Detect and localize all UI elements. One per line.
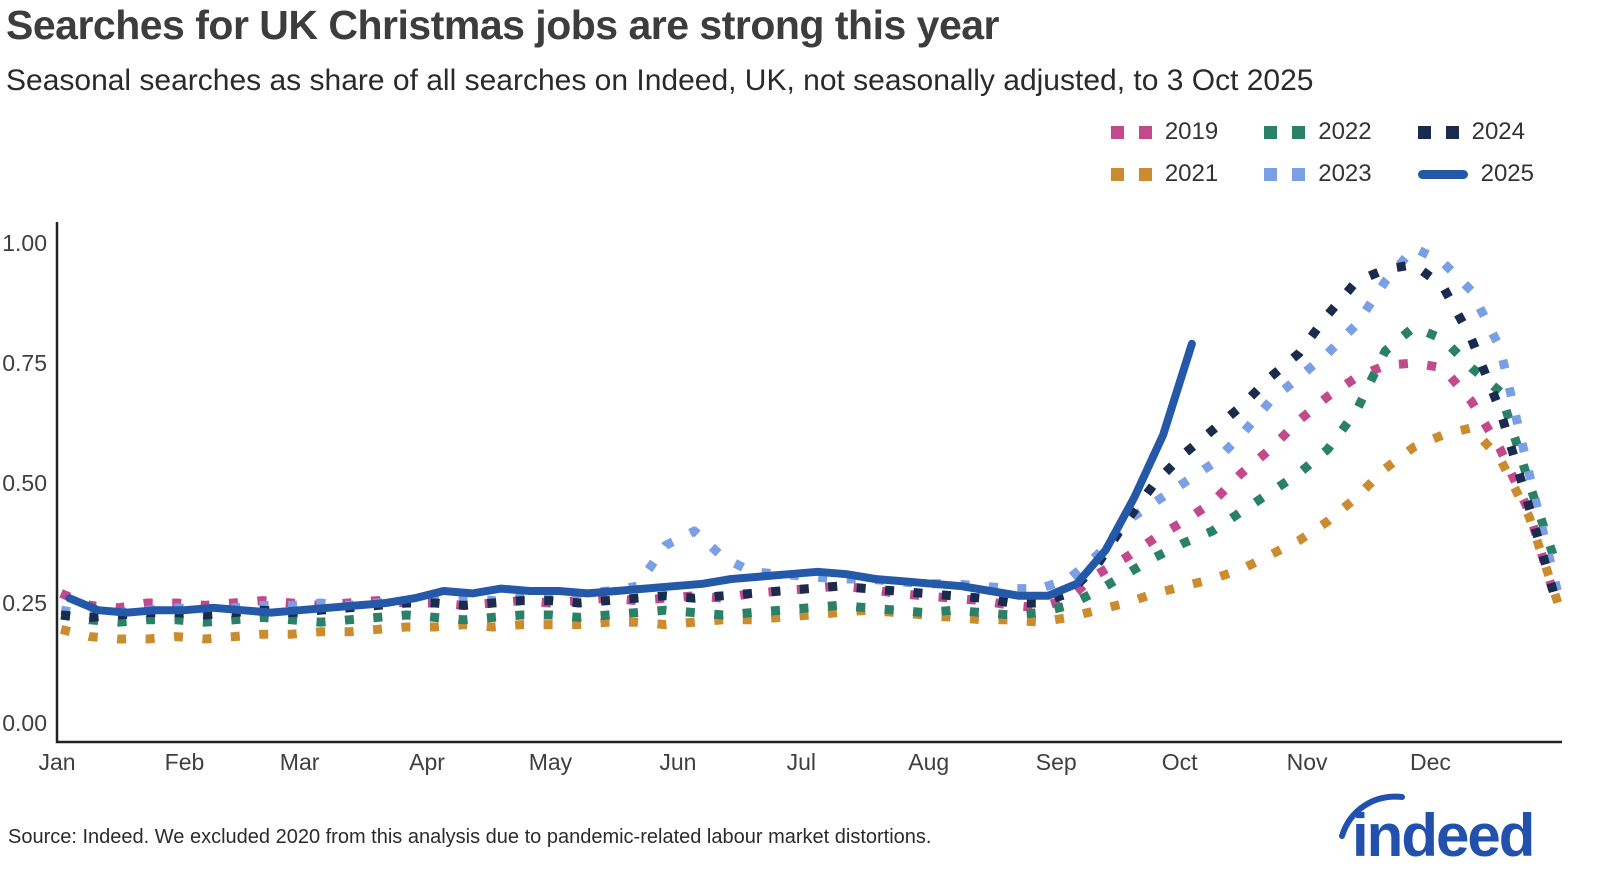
legend-key-solid-line (1417, 169, 1468, 179)
legend-dot-swatch (1264, 125, 1278, 139)
x-tick-label-Feb: Feb (165, 749, 205, 775)
legend-dot-swatch (1138, 125, 1152, 139)
y-tick-label-0.00: 0.00 (2, 710, 47, 736)
legend-key-dotted (1110, 167, 1152, 181)
y-tick-label-0.25: 0.25 (2, 590, 47, 616)
x-tick-label-Apr: Apr (409, 749, 445, 775)
x-tick-label-Nov: Nov (1287, 749, 1328, 775)
series-2022-path (60, 322, 1563, 627)
legend-dot-swatch (1110, 167, 1124, 181)
legend-label-2024: 2024 (1471, 118, 1525, 145)
x-tick-label-Mar: Mar (280, 749, 320, 775)
legend-key-dotted (1264, 167, 1306, 181)
y-tick-label-0.50: 0.50 (2, 470, 47, 496)
x-tick-label-Sep: Sep (1036, 749, 1077, 775)
y-tick-label-0.75: 0.75 (2, 350, 47, 376)
legend-key-dotted (1417, 125, 1459, 139)
indeed-logo: indeed (1328, 784, 1540, 873)
series-2023-path (60, 243, 1563, 620)
legend-label-2021: 2021 (1164, 160, 1219, 187)
legend-dot-swatch (1264, 167, 1278, 181)
legend-label-2023: 2023 (1318, 160, 1372, 187)
series-2024-path (60, 260, 1563, 622)
legend-item-2021: 2021 (1110, 160, 1219, 187)
logo-swoosh-icon (1339, 793, 1405, 839)
legend-label-2025: 2025 (1480, 160, 1534, 187)
legend-dot-swatch (1417, 125, 1431, 139)
legend-item-2022: 2022 (1264, 118, 1372, 145)
legend-item-2025: 2025 (1417, 160, 1534, 187)
chart-subtitle: Seasonal searches as share of all search… (6, 64, 1314, 97)
legend-item-2019: 2019 (1110, 118, 1219, 145)
page-title: Searches for UK Christmas jobs are stron… (6, 2, 1000, 48)
legend-dot-swatch (1292, 125, 1306, 139)
legend-label-2022: 2022 (1318, 118, 1372, 145)
legend-dot-swatch (1138, 167, 1152, 181)
source-note: Source: Indeed. We excluded 2020 from th… (8, 826, 932, 848)
x-tick-label-May: May (529, 749, 573, 775)
legend-dot-swatch (1110, 125, 1124, 139)
legend-item-2023: 2023 (1264, 160, 1372, 187)
axis-lines (55, 222, 1562, 744)
x-tick-label-Jul: Jul (787, 749, 816, 775)
legend-label-2019: 2019 (1164, 118, 1219, 145)
legend-dot-swatch (1445, 125, 1459, 139)
series-2025-path (65, 339, 1196, 617)
x-tick-label-Jun: Jun (659, 749, 696, 775)
logo-wordmark: indeed (1352, 802, 1533, 868)
legend-key-dotted (1110, 125, 1152, 139)
x-tick-label-Dec: Dec (1410, 749, 1451, 775)
x-tick-label-Oct: Oct (1162, 749, 1198, 775)
y-tick-label-1.00: 1.00 (2, 230, 47, 256)
legend-item-2024: 2024 (1417, 118, 1534, 145)
series-2021-path (60, 423, 1563, 644)
x-tick-label-Aug: Aug (908, 749, 949, 775)
chart-legend: 2019 2022 2024 2021 2023 2025 (1110, 118, 1534, 187)
x-tick-label-Jan: Jan (38, 749, 75, 775)
legend-key-dotted (1264, 125, 1306, 139)
legend-dot-swatch (1292, 167, 1306, 181)
